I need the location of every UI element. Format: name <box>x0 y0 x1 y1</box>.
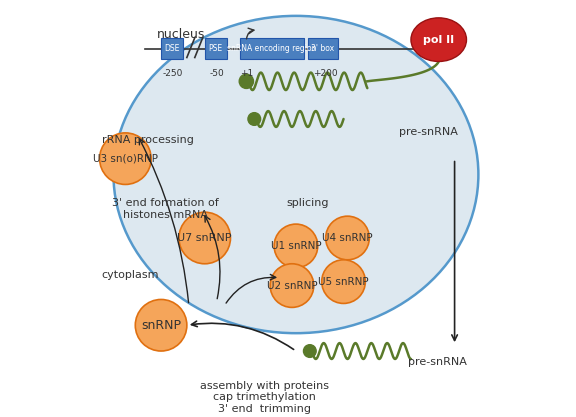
Circle shape <box>270 264 314 307</box>
Text: U2 snRNP: U2 snRNP <box>267 281 317 291</box>
Circle shape <box>325 216 369 260</box>
Circle shape <box>274 224 318 268</box>
Text: U7 snRNP: U7 snRNP <box>177 233 232 243</box>
Text: -250: -250 <box>163 69 183 78</box>
Text: +1: +1 <box>240 69 253 78</box>
Circle shape <box>135 299 187 351</box>
Text: assembly with proteins
cap trimethylation
3' end  trimming: assembly with proteins cap trimethylatio… <box>200 381 329 414</box>
Text: snRNA encoding region: snRNA encoding region <box>228 44 317 53</box>
Circle shape <box>179 212 230 264</box>
Text: +200: +200 <box>313 69 338 78</box>
Circle shape <box>100 133 151 184</box>
Circle shape <box>239 74 253 88</box>
Text: pol II: pol II <box>423 35 454 45</box>
Text: U3 sn(o)RNP: U3 sn(o)RNP <box>93 153 158 163</box>
Text: U5 snRNP: U5 snRNP <box>318 276 369 286</box>
Text: U1 snRNP: U1 snRNP <box>271 241 321 251</box>
Text: PSE: PSE <box>209 44 223 53</box>
Text: pre-snRNA: pre-snRNA <box>408 357 467 367</box>
Text: snRNP: snRNP <box>141 319 181 332</box>
Text: 3' box: 3' box <box>311 44 334 53</box>
Text: pre-snRNA: pre-snRNA <box>399 127 458 137</box>
Text: cytoplasm: cytoplasm <box>101 270 159 280</box>
FancyBboxPatch shape <box>308 38 338 60</box>
Text: nucleus: nucleus <box>157 28 206 41</box>
Circle shape <box>304 345 316 357</box>
Text: U4 snRNP: U4 snRNP <box>322 233 373 243</box>
Ellipse shape <box>411 18 467 61</box>
FancyBboxPatch shape <box>161 38 183 60</box>
Circle shape <box>322 260 365 304</box>
Text: DSE: DSE <box>164 44 180 53</box>
Text: -50: -50 <box>209 69 224 78</box>
Text: 3' end formation of
histones mRNA: 3' end formation of histones mRNA <box>112 198 218 220</box>
Text: splicing: splicing <box>287 198 329 208</box>
Text: rRNA processing: rRNA processing <box>101 135 194 145</box>
Ellipse shape <box>113 16 479 333</box>
FancyBboxPatch shape <box>240 38 304 60</box>
FancyBboxPatch shape <box>204 38 226 60</box>
Circle shape <box>248 113 260 126</box>
